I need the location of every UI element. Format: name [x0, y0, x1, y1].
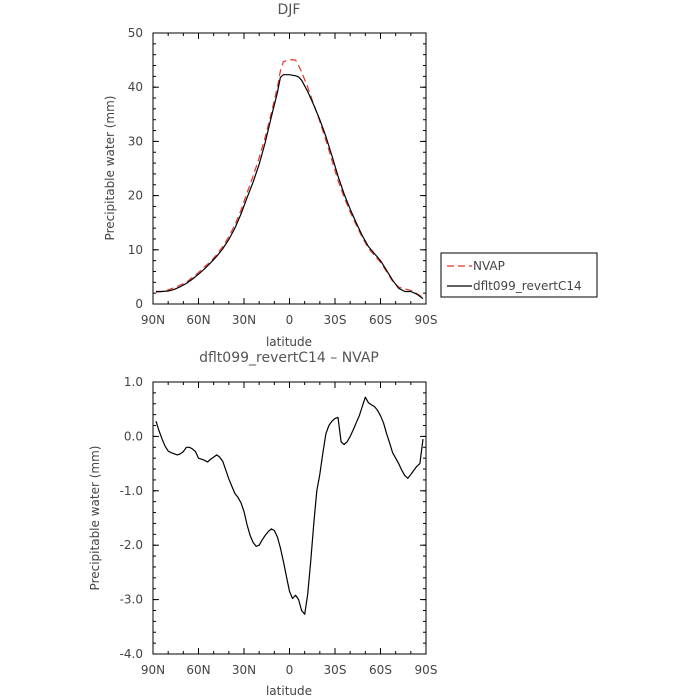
legend-label-model: dflt099_revertC14	[473, 279, 582, 293]
y-tick-label: -2.0	[120, 538, 143, 552]
series-layer	[155, 396, 424, 615]
series-layer	[155, 58, 424, 300]
series-line-dflt099-revertc14	[156, 74, 424, 300]
plot-frame	[152, 381, 427, 655]
x-tick-label: 90N	[141, 663, 165, 677]
series-line-0	[155, 396, 424, 615]
x-tick-label: 30S	[324, 313, 347, 327]
y-tick-label: -3.0	[120, 593, 143, 607]
x-tick-label: 30S	[324, 663, 347, 677]
y-axis-label: Precipitable water (mm)	[103, 96, 117, 241]
y-tick-label: 50	[128, 26, 143, 40]
y-tick-label: 20	[128, 189, 143, 203]
y-tick-label: -1.0	[120, 484, 143, 498]
plot-frame	[152, 32, 427, 305]
x-tick-label: 30N	[232, 663, 256, 677]
chart-title: DJF	[278, 2, 301, 18]
x-tick-label: 60N	[186, 663, 210, 677]
x-axis-label: latitude	[266, 335, 312, 349]
y-tick-label: 0	[135, 297, 143, 311]
x-tick-label: 0	[286, 313, 294, 327]
x-tick-label: 90N	[141, 313, 165, 327]
x-tick-label: 60S	[369, 313, 392, 327]
series-line-nvap	[155, 58, 424, 299]
x-tick-label: 90S	[415, 313, 438, 327]
y-axis: 0 10 20 30 40 50	[128, 26, 426, 311]
x-tick-label: 90S	[415, 663, 438, 677]
x-tick-label: 30N	[232, 313, 256, 327]
precipitable-water-chart: DJF 90N 60N 30N 0 30S 60S 90S 0 10 20 30 40 50 lati…	[103, 2, 598, 349]
y-tick-label: 1.0	[124, 375, 143, 389]
y-tick-label: 30	[128, 134, 143, 148]
y-tick-label: 40	[128, 80, 143, 94]
difference-chart: dflt099_revertC14 – NVAP 90N 60N 30N 0 30S 60…	[88, 350, 437, 698]
x-tick-label: 60S	[369, 663, 392, 677]
y-tick-label: 0.0	[124, 429, 143, 443]
x-tick-label: 60N	[186, 313, 210, 327]
x-axis: 90N 60N 30N 0 30S 60S 90S	[141, 382, 438, 677]
y-axis: -4.0 -3.0 -2.0 -1.0 0.0 1.0	[120, 375, 426, 661]
legend-label-nvap: NVAP	[473, 259, 505, 273]
y-tick-label: 10	[128, 243, 143, 257]
legend-box	[440, 252, 598, 298]
y-tick-label: -4.0	[120, 647, 143, 661]
y-axis-label: Precipitable water (mm)	[88, 446, 102, 591]
x-axis-label: latitude	[266, 684, 312, 698]
x-tick-label: 0	[286, 663, 294, 677]
legend: NVAP dflt099_revertC14	[440, 252, 598, 298]
chart-title: dflt099_revertC14 – NVAP	[199, 350, 379, 366]
x-axis: 90N 60N 30N 0 30S 60S 90S	[141, 33, 438, 327]
